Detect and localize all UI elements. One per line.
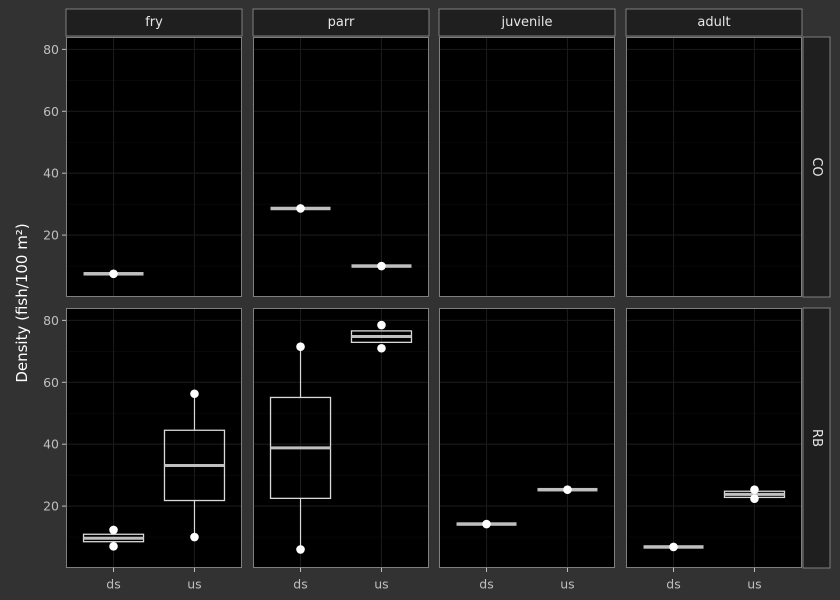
panel-border	[253, 308, 429, 568]
column-strip	[438, 8, 616, 37]
row-strip	[802, 36, 831, 298]
panel-background	[626, 308, 802, 568]
panel-border	[626, 308, 802, 568]
panel-border	[626, 37, 802, 297]
panel-background	[253, 37, 429, 297]
panel-background	[66, 37, 242, 297]
data-point	[296, 545, 305, 554]
data-point	[482, 519, 491, 529]
x-tick-label: ds	[666, 577, 680, 592]
x-tick-label: ds	[293, 577, 307, 592]
panel-border	[66, 308, 242, 568]
data-point	[377, 261, 386, 271]
data-point	[109, 542, 118, 551]
panel-border	[439, 37, 615, 297]
column-strip-label: parr	[328, 15, 355, 30]
panel-border	[253, 37, 429, 297]
data-point	[109, 269, 118, 279]
data-point	[190, 532, 199, 542]
column-strip	[65, 8, 243, 37]
panel-background	[439, 37, 615, 297]
data-point	[563, 485, 572, 494]
panel-background	[253, 308, 429, 568]
data-point	[296, 342, 305, 351]
panel-background	[66, 308, 242, 568]
data-point	[190, 389, 199, 399]
column-strip-label: adult	[697, 15, 730, 30]
data-point	[296, 204, 305, 213]
y-tick-label: 60	[43, 375, 59, 390]
column-strip	[252, 8, 430, 37]
data-point	[750, 494, 759, 503]
y-tick-label: 60	[43, 104, 59, 119]
y-tick-label: 20	[43, 499, 59, 514]
x-tick-label: us	[560, 577, 574, 592]
panel-border	[66, 37, 242, 297]
y-axis-title: Density (fish/100 m²)	[13, 223, 31, 382]
y-tick-label: 80	[43, 42, 59, 57]
panel-background	[626, 37, 802, 297]
x-tick-label: us	[187, 577, 201, 592]
column-strip-label: fry	[145, 15, 163, 30]
data-point	[377, 320, 386, 330]
data-point	[377, 343, 386, 353]
row-strip-label: CO	[809, 157, 824, 176]
data-point	[750, 485, 759, 494]
row-strip-label: RB	[809, 429, 824, 447]
chart-layer: CO RB fry parr juvenile adult 20 40 60 80 20 40 60 80…	[43, 8, 831, 592]
column-strip	[625, 8, 803, 37]
data-point	[669, 542, 678, 552]
y-tick-label: 40	[43, 437, 59, 452]
x-tick-label: ds	[106, 577, 120, 592]
panel-border	[439, 308, 615, 568]
x-tick-label: us	[747, 577, 761, 592]
y-tick-label: 40	[43, 166, 59, 181]
y-tick-label: 80	[43, 313, 59, 328]
y-tick-label: 20	[43, 228, 59, 243]
data-point	[109, 525, 118, 535]
x-tick-label: ds	[479, 577, 493, 592]
panel-background	[439, 308, 615, 568]
x-tick-label: us	[374, 577, 388, 592]
row-strip	[802, 307, 831, 569]
column-strip-label: juvenile	[500, 15, 552, 30]
